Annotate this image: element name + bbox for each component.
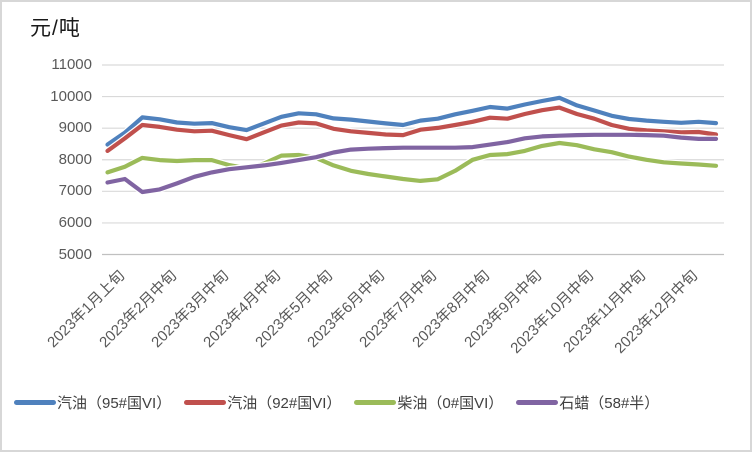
legend-item-2: 柴油（0#国VI） (354, 392, 503, 413)
series-line-0 (105, 95, 719, 147)
legend-item-1: 汽油（92#国VI） (184, 392, 341, 413)
legend-swatch-1 (184, 400, 227, 405)
y-tick-label-6000: 6000 (58, 213, 92, 231)
y-tick-label-8000: 8000 (58, 150, 92, 168)
y-tick-label-7000: 7000 (58, 182, 92, 200)
series-line-1 (105, 105, 719, 153)
legend-swatch-3 (516, 400, 559, 405)
legend-item-0: 汽油（95#国VI） (14, 392, 171, 413)
legend-label-3: 石蜡（58#半） (559, 395, 660, 412)
legend-item-3: 石蜡（58#半） (516, 392, 659, 413)
legend-label-1: 汽油（92#国VI） (227, 395, 342, 412)
legend: 汽油（95#国VI） 汽油（92#国VI） 柴油（0#国VI） 石蜡（58#半） (14, 392, 746, 413)
legend-label-0: 汽油（95#国VI） (57, 395, 172, 412)
y-tick-label-10000: 10000 (50, 87, 92, 105)
legend-label-2: 柴油（0#国VI） (397, 395, 504, 412)
y-tick-label-9000: 9000 (58, 119, 92, 137)
chart-unit-title: 元/吨 (30, 17, 81, 40)
series-line-2 (105, 140, 719, 183)
legend-swatch-2 (354, 400, 397, 405)
legend-swatch-0 (14, 400, 56, 405)
y-tick-label-11000: 11000 (51, 56, 92, 73)
series-line-3 (105, 132, 719, 195)
y-tick-label-5000: 5000 (58, 245, 92, 263)
